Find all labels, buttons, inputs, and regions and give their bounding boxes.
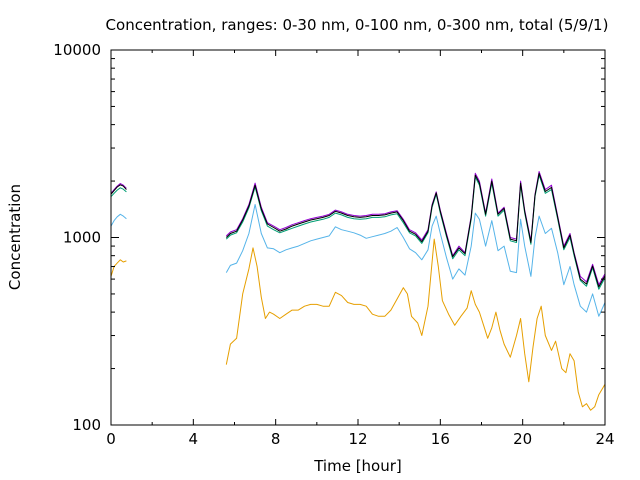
plot-series (110, 171, 606, 411)
series-1-segment-2-line (225, 171, 606, 286)
x-axis-label: Time [hour] (313, 457, 402, 475)
series-2-segment-1-line (110, 187, 127, 198)
x-tick-label: 4 (189, 430, 199, 448)
y-tick-label: 1000 (63, 229, 101, 247)
series-3-segment-2-line (225, 204, 606, 317)
series-3-segment-1-line (110, 213, 127, 227)
y-axis-label: Concentration (6, 184, 24, 290)
x-axis-ticks: 0 4 8 12 16 20 24 (106, 50, 615, 448)
x-tick-label: 24 (595, 430, 614, 448)
series-5-segment-1-line (110, 184, 127, 195)
x-tick-label: 8 (271, 430, 281, 448)
x-tick-label: 0 (106, 430, 116, 448)
series-4-segment-2-line (225, 238, 606, 411)
series-1-segment-1-line (110, 183, 127, 194)
x-tick-label: 12 (348, 430, 367, 448)
series-2-segment-2-line (225, 174, 606, 290)
series-4-segment-1-line (110, 259, 127, 277)
y-axis-ticks: 100 1000 10000 (53, 41, 605, 434)
y-tick-label: 100 (72, 416, 101, 434)
chart-title: Concentration, ranges: 0-30 nm, 0-100 nm… (106, 16, 609, 34)
x-tick-label: 20 (513, 430, 532, 448)
series-5-segment-2-line (225, 172, 606, 288)
x-tick-label: 16 (431, 430, 450, 448)
y-tick-label: 10000 (53, 41, 101, 59)
